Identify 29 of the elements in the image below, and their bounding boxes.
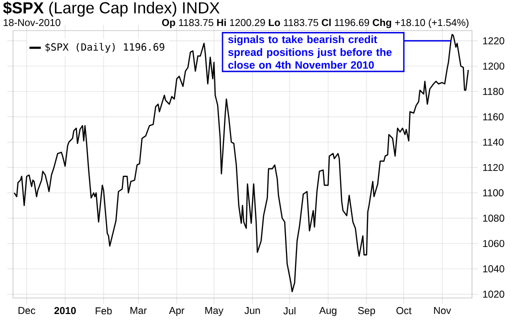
y-tick-label: 1020 bbox=[483, 290, 504, 298]
x-tick-label: 2010 bbox=[54, 307, 76, 314]
y-tick-label: 1060 bbox=[483, 240, 504, 248]
x-tick-label: Mar bbox=[130, 307, 147, 314]
y-tick-label: 1080 bbox=[483, 214, 504, 222]
y-tick-label: 1140 bbox=[483, 138, 504, 146]
line-series bbox=[14, 34, 469, 292]
x-tick-label: Jul bbox=[283, 307, 296, 314]
y-tick-label: 1160 bbox=[483, 113, 504, 120]
x-tick-label: Aug bbox=[319, 307, 336, 316]
x-tick-label: Oct bbox=[396, 307, 412, 314]
x-tick-label: Nov bbox=[434, 307, 452, 314]
x-tick-label: Sep bbox=[358, 307, 376, 316]
chart-subtitle: 18-Nov-2010 bbox=[4, 19, 60, 26]
x-tick-label: Feb bbox=[96, 307, 112, 314]
y-tick-label: 1040 bbox=[483, 265, 504, 272]
y-tick-label: 1120 bbox=[483, 164, 504, 172]
x-tick-label: May bbox=[205, 307, 224, 316]
annotation: signals to take bearish credit spread positions just before the close on 4th November 2010 bbox=[228, 35, 392, 69]
y-tick-label: 1220 bbox=[483, 37, 504, 44]
y-tick-label: 1100 bbox=[483, 189, 504, 196]
x-tick-label: Jun bbox=[244, 307, 260, 314]
text: Op 1183.75 Hi 1200.29 Lo 1183.75 Cl 1196.69 Chg +18.10 (+1.54%) bbox=[162, 18, 468, 28]
y-tick-label: 1180 bbox=[483, 88, 504, 96]
chart-title: $SPX (Large Cap Index) INDX bbox=[3, 1, 220, 17]
y-tick-label: 1200 bbox=[483, 62, 504, 70]
x-tick-label: Dec bbox=[18, 307, 36, 314]
x-tick-label: Apr bbox=[168, 307, 184, 316]
legend-label: $SPX (Daily) 1196.69 bbox=[45, 42, 164, 53]
